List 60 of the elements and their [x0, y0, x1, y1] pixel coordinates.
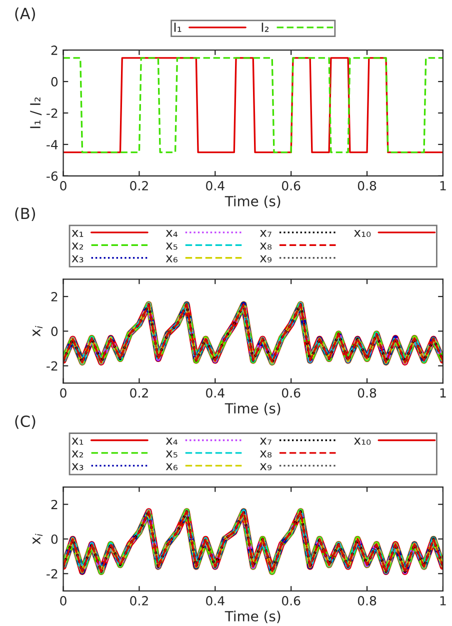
x-tick-label: 1 [440, 388, 446, 398]
legend-label: x₁ [72, 230, 84, 237]
x-tick-label: 0.2 [130, 388, 148, 398]
legend-label: x₈ [260, 450, 272, 458]
legend-label: x₉ [260, 463, 272, 470]
legend-label: x₆ [166, 463, 178, 470]
y-tick-label: -2 [46, 361, 58, 371]
y-tick-label: -6 [46, 171, 58, 181]
x-tick-label: 0.8 [358, 180, 376, 190]
x-tick-label: 0.4 [206, 596, 224, 606]
legend-label: x₂ [72, 242, 84, 250]
y-tick-label: 2 [51, 46, 58, 55]
x-tick-label: 1 [440, 181, 446, 190]
x-tick-label: 0.2 [130, 596, 148, 606]
legend-label: x₁₀ [354, 438, 371, 445]
legend-label: x₃ [72, 255, 84, 262]
y-axis-title: x$_{i}$ [32, 534, 43, 544]
legend-label: x₇ [260, 438, 272, 445]
legend-label: I₂ [262, 22, 269, 32]
legend-label: x₈ [260, 242, 272, 250]
y-tick-label: 0 [51, 326, 58, 336]
legend-label: x₂ [72, 450, 84, 458]
x-tick-label: 0.4 [206, 180, 224, 190]
x-tick-label: 0 [60, 596, 66, 606]
y-tick-label: 2 [51, 500, 58, 510]
y-axis-title: x$_{i}$ [32, 326, 43, 337]
y-tick-label: 0 [51, 77, 58, 86]
chart-title: (B) [15, 207, 36, 221]
y-tick-label: -2 [46, 569, 58, 578]
legend-label: x₅ [166, 242, 178, 250]
legend-label: x₃ [72, 463, 84, 470]
x-axis-title: Time (s) [224, 196, 280, 208]
legend-label: x₁ [72, 438, 84, 445]
x-tick-label: 0.8 [358, 388, 376, 398]
legend-label: x₄ [166, 230, 178, 237]
x-tick-label: 0.4 [206, 388, 224, 398]
y-tick-label: 2 [51, 292, 58, 302]
x-tick-label: 0.6 [282, 388, 300, 398]
x-tick-label: 0 [60, 180, 66, 190]
legend-label: x₄ [166, 438, 178, 445]
y-tick-label: -2 [46, 108, 58, 118]
legend-label: x₉ [260, 255, 272, 262]
legend-label: x₁₀ [354, 230, 371, 237]
x-tick-label: 0 [60, 388, 66, 398]
y-axis-title: I₁ / I₂ [30, 97, 42, 128]
x-axis-title: Time (s) [224, 610, 280, 624]
chart-title: (A) [15, 7, 35, 22]
chart-title: (C) [15, 415, 36, 429]
x-tick-label: 1 [440, 596, 446, 606]
legend-label: x₅ [166, 450, 178, 458]
y-tick-label: 0 [51, 534, 58, 544]
x-tick-label: 0.6 [282, 596, 300, 606]
legend-label: x₆ [166, 255, 178, 262]
legend-label: I₁ [174, 22, 182, 32]
x-tick-label: 0.2 [130, 180, 148, 190]
y-tick-label: -4 [46, 140, 58, 150]
x-axis-title: Time (s) [224, 402, 280, 416]
legend-label: x₇ [260, 230, 272, 237]
x-tick-label: 0.8 [358, 596, 376, 606]
x-tick-label: 0.6 [282, 180, 300, 190]
